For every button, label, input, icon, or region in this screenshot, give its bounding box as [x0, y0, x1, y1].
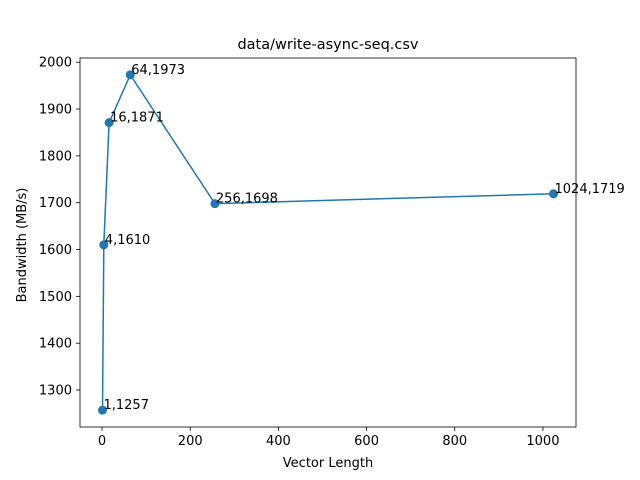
- data-label: 4,1610: [105, 233, 151, 248]
- data-point: [210, 199, 220, 209]
- data-label: 1024,1719: [555, 182, 625, 197]
- plot-area: 0 200 400 600 800 1000 1300 1400 1500 1600 1700 180…: [39, 56, 625, 449]
- x-tick-label: 0: [98, 434, 106, 449]
- x-tick-label: 600: [354, 434, 379, 449]
- data-point: [104, 118, 114, 128]
- y-tick-label: 2000: [39, 56, 72, 71]
- y-tick-label: 1600: [39, 243, 72, 258]
- chart-title: data/write-async-seq.csv: [237, 37, 418, 53]
- axes-frame: [79, 57, 577, 428]
- data-label: 64,1973: [131, 63, 185, 78]
- data-label: 256,1698: [216, 192, 278, 207]
- data-label: 1,1257: [103, 398, 149, 413]
- y-tick-label: 1400: [39, 337, 72, 352]
- data-point: [549, 189, 559, 199]
- y-tick-label: 1500: [39, 290, 72, 305]
- x-tick-label: 200: [178, 434, 203, 449]
- data-point: [99, 240, 109, 250]
- x-tick-label: 1000: [526, 434, 559, 449]
- data-point: [97, 405, 107, 415]
- x-axis-title: Vector Length: [283, 456, 373, 471]
- y-tick-label: 1900: [39, 103, 72, 118]
- y-axis-title: Bandwidth (MB/s): [15, 188, 30, 303]
- y-tick-label: 1300: [39, 384, 72, 399]
- series-line: [101, 74, 554, 411]
- y-tick-label: 1800: [39, 149, 72, 164]
- x-tick-label: 800: [442, 434, 467, 449]
- x-tick-label: 400: [266, 434, 291, 449]
- y-tick-label: 1700: [39, 196, 72, 211]
- data-label: 16,1871: [110, 111, 164, 126]
- data-point: [125, 70, 135, 80]
